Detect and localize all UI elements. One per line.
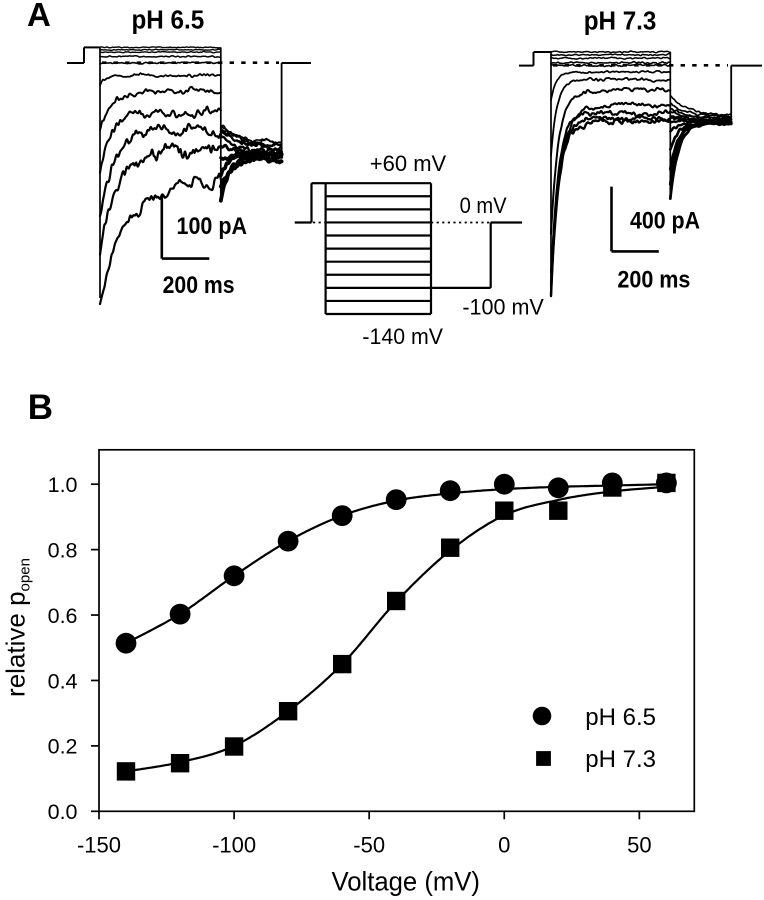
svg-text:0.2: 0.2 <box>48 735 78 759</box>
svg-text:0.0: 0.0 <box>48 800 78 824</box>
svg-text:-100: -100 <box>212 833 256 858</box>
svg-text:-50: -50 <box>353 833 385 858</box>
svg-text:A: A <box>27 0 51 33</box>
svg-text:pH 7.3: pH 7.3 <box>585 746 656 773</box>
svg-text:0.4: 0.4 <box>48 669 78 693</box>
svg-text:200 ms: 200 ms <box>617 267 690 294</box>
svg-text:-150: -150 <box>77 833 121 858</box>
svg-text:100 pA: 100 pA <box>177 213 248 240</box>
svg-text:200 ms: 200 ms <box>163 272 235 299</box>
svg-text:pH 6.5: pH 6.5 <box>585 704 656 731</box>
svg-text:Voltage (mV): Voltage (mV) <box>332 867 481 897</box>
svg-text:relative popen: relative popen <box>1 558 34 697</box>
svg-text:0.8: 0.8 <box>48 538 78 562</box>
svg-text:0.6: 0.6 <box>48 604 78 628</box>
svg-text:50: 50 <box>627 833 651 858</box>
svg-text:pH 6.5: pH 6.5 <box>132 6 205 34</box>
svg-text:0: 0 <box>498 833 510 858</box>
svg-text:1.0: 1.0 <box>48 473 78 497</box>
svg-text:pH 7.3: pH 7.3 <box>584 7 657 35</box>
svg-text:0 mV: 0 mV <box>460 193 507 218</box>
svg-text:-140 mV: -140 mV <box>362 324 443 349</box>
svg-text:400 pA: 400 pA <box>630 207 700 234</box>
svg-text:-100 mV: -100 mV <box>462 294 544 319</box>
svg-text:+60 mV: +60 mV <box>370 151 447 176</box>
svg-text:B: B <box>28 388 53 427</box>
